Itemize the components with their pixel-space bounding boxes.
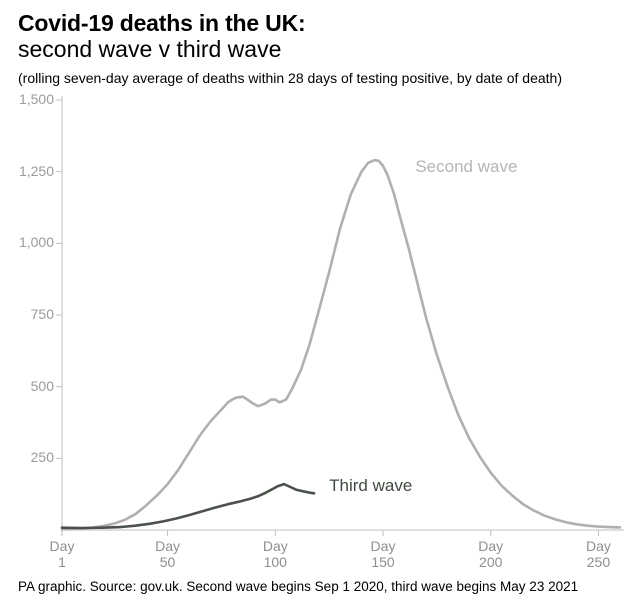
y-tick-label: 1,000 (4, 234, 54, 250)
x-tick-label: Day50 (143, 538, 193, 570)
footer-source: PA graphic. Source: gov.uk. Second wave … (18, 579, 578, 594)
y-tick-label: 1,500 (4, 91, 54, 107)
series-line-second-wave (62, 160, 620, 529)
chart-figure: Covid-19 deaths in the UK: second wave v… (0, 0, 640, 606)
y-tick-label: 250 (4, 449, 54, 465)
x-tick-label: Day100 (250, 538, 300, 570)
y-tick-label: 750 (4, 306, 54, 322)
series-label-third-wave: Third wave (329, 476, 412, 496)
y-tick-label: 1,250 (4, 163, 54, 179)
x-tick-label: Day150 (358, 538, 408, 570)
series-line-third-wave (62, 484, 314, 528)
series-label-second-wave: Second wave (415, 157, 517, 177)
x-tick-label: Day200 (466, 538, 516, 570)
x-tick-label: Day1 (37, 538, 87, 570)
x-tick-label: Day250 (573, 538, 623, 570)
y-tick-label: 500 (4, 378, 54, 394)
line-chart (0, 0, 640, 606)
